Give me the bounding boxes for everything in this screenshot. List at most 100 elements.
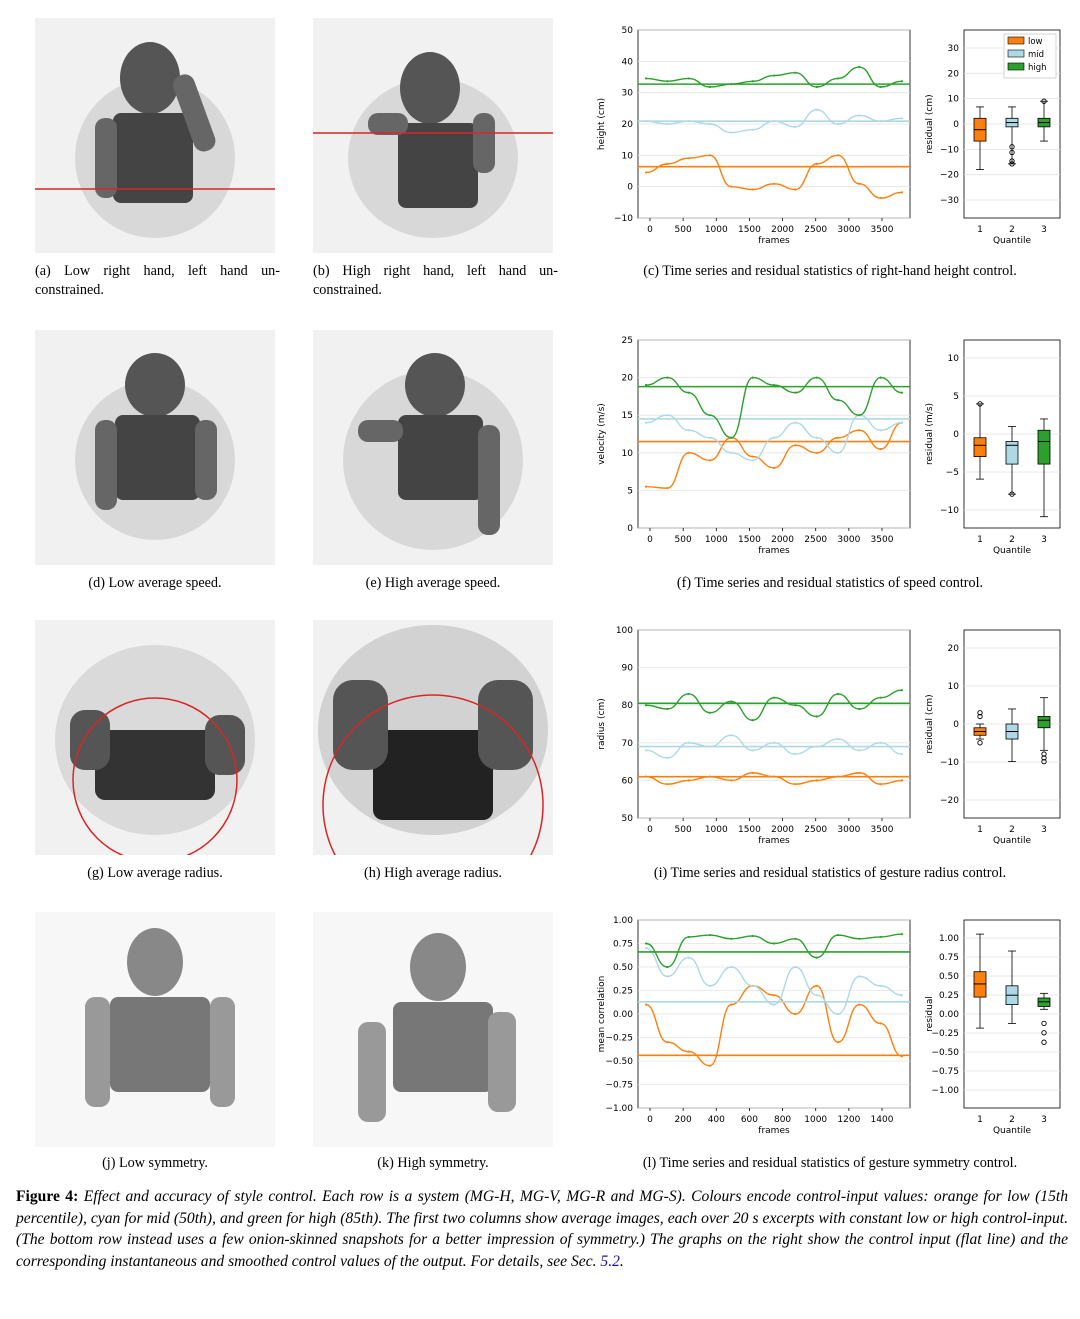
- y-tick-label: 10: [948, 354, 960, 364]
- data-point-low: [666, 487, 669, 490]
- outlier-low: [977, 401, 983, 407]
- data-point-mid: [858, 749, 861, 752]
- data-point-low: [794, 444, 797, 447]
- data-point-low: [815, 779, 818, 782]
- x-tick-label: 1500: [738, 535, 761, 545]
- x-tick-label: 200: [675, 1115, 692, 1125]
- y-axis-label: height (cm): [597, 98, 607, 150]
- legend-label-low: low: [1028, 37, 1043, 47]
- caption-f: (f) Time series and residual statistics …: [676, 575, 984, 591]
- data-point-mid: [751, 459, 754, 462]
- y-tick-label: 10: [622, 449, 634, 459]
- data-point-mid: [815, 994, 818, 997]
- data-point-mid: [772, 120, 776, 123]
- box-high: [1037, 716, 1051, 729]
- data-point-low: [687, 779, 690, 782]
- data-point-low: [836, 1041, 840, 1044]
- x-axis-label: frames: [758, 1126, 790, 1136]
- data-point-mid: [687, 429, 690, 432]
- data-point-high: [900, 933, 904, 936]
- x-tick-label: 2: [1009, 825, 1015, 835]
- y-tick-label: 1.00: [939, 934, 959, 944]
- data-point-high: [815, 715, 818, 718]
- x-tick-label: 3500: [871, 225, 894, 235]
- data-point-mid: [666, 414, 669, 417]
- x-tick-label: 3: [1041, 535, 1047, 545]
- x-tick-label: 400: [708, 1115, 725, 1125]
- data-point-low: [730, 185, 733, 188]
- y-tick-label: −0.50: [931, 1048, 959, 1058]
- y-tick-label: 0.25: [939, 991, 959, 1001]
- section-reference-link[interactable]: 5.2: [600, 1252, 620, 1270]
- data-point-high: [708, 85, 712, 89]
- x-tick-label: 3000: [837, 825, 860, 835]
- avatar-figure-h: [318, 625, 548, 855]
- plot-frame: [637, 339, 911, 529]
- data-point-high: [708, 711, 712, 714]
- caption-l: (l) Time series and residual statistics …: [642, 1155, 1018, 1171]
- x-tick-label: 3500: [871, 535, 894, 545]
- data-point-high: [687, 391, 690, 394]
- y-tick-label: 60: [622, 776, 634, 786]
- data-point-low: [879, 447, 882, 451]
- data-point-low: [644, 171, 648, 174]
- y-tick-label: 50: [622, 814, 634, 824]
- data-point-high: [730, 700, 733, 703]
- data-point-high: [879, 376, 882, 379]
- x-tick-label: 0: [647, 825, 653, 835]
- x-tick-label: 2: [1009, 535, 1015, 545]
- x-axis-label: frames: [758, 836, 790, 846]
- data-point-high: [794, 704, 797, 707]
- x-axis-label: Quantile: [993, 236, 1032, 246]
- data-point-low: [836, 154, 840, 157]
- x-tick-label: 1: [977, 1115, 983, 1125]
- outlier-high: [1041, 1020, 1047, 1027]
- data-point-mid: [730, 451, 733, 454]
- data-point-high: [644, 704, 648, 707]
- avatar-figure-a: [35, 42, 275, 238]
- data-point-high: [858, 937, 861, 940]
- data-point-high: [666, 80, 669, 83]
- y-tick-label: 30: [948, 44, 960, 54]
- figure-caption-label: Figure 4:: [16, 1188, 79, 1205]
- data-point-high: [900, 391, 904, 394]
- y-tick-label: 0: [953, 720, 959, 730]
- x-tick-label: 1: [977, 535, 983, 545]
- data-point-low: [666, 162, 669, 165]
- data-point-high: [772, 384, 776, 387]
- data-point-mid: [772, 741, 776, 744]
- outlier-low: [977, 740, 983, 746]
- avatar-figure-k: [358, 933, 516, 1122]
- y-tick-label: 0.75: [939, 953, 959, 963]
- y-tick-label: −0.75: [931, 1067, 959, 1077]
- x-tick-label: 1000: [804, 1115, 827, 1125]
- y-tick-label: 70: [622, 739, 634, 749]
- y-tick-label: 20: [948, 644, 960, 654]
- data-point-mid: [687, 120, 690, 123]
- avatar-figure-j: [85, 928, 235, 1107]
- data-point-mid: [708, 984, 712, 987]
- y-tick-label: 0.50: [939, 972, 959, 982]
- data-point-high: [858, 65, 861, 69]
- x-tick-label: 500: [675, 225, 692, 235]
- outlier-mid: [1009, 144, 1015, 150]
- data-point-mid: [730, 734, 733, 737]
- x-tick-label: 1000: [705, 825, 728, 835]
- outlier-high: [1041, 751, 1047, 757]
- data-point-low: [858, 182, 861, 185]
- y-tick-label: 20: [622, 374, 634, 384]
- data-point-high: [794, 391, 797, 394]
- data-point-low: [708, 459, 712, 462]
- data-point-mid: [730, 131, 733, 134]
- data-point-low: [836, 775, 840, 778]
- data-point-high: [772, 942, 776, 945]
- y-tick-label: −20: [940, 171, 959, 181]
- data-point-high: [751, 376, 754, 379]
- data-point-low: [730, 1003, 733, 1006]
- data-point-mid: [836, 1012, 840, 1016]
- data-point-mid: [666, 756, 669, 759]
- avatar-figure-e: [343, 353, 523, 550]
- data-point-high: [644, 384, 648, 387]
- data-point-low: [751, 771, 754, 774]
